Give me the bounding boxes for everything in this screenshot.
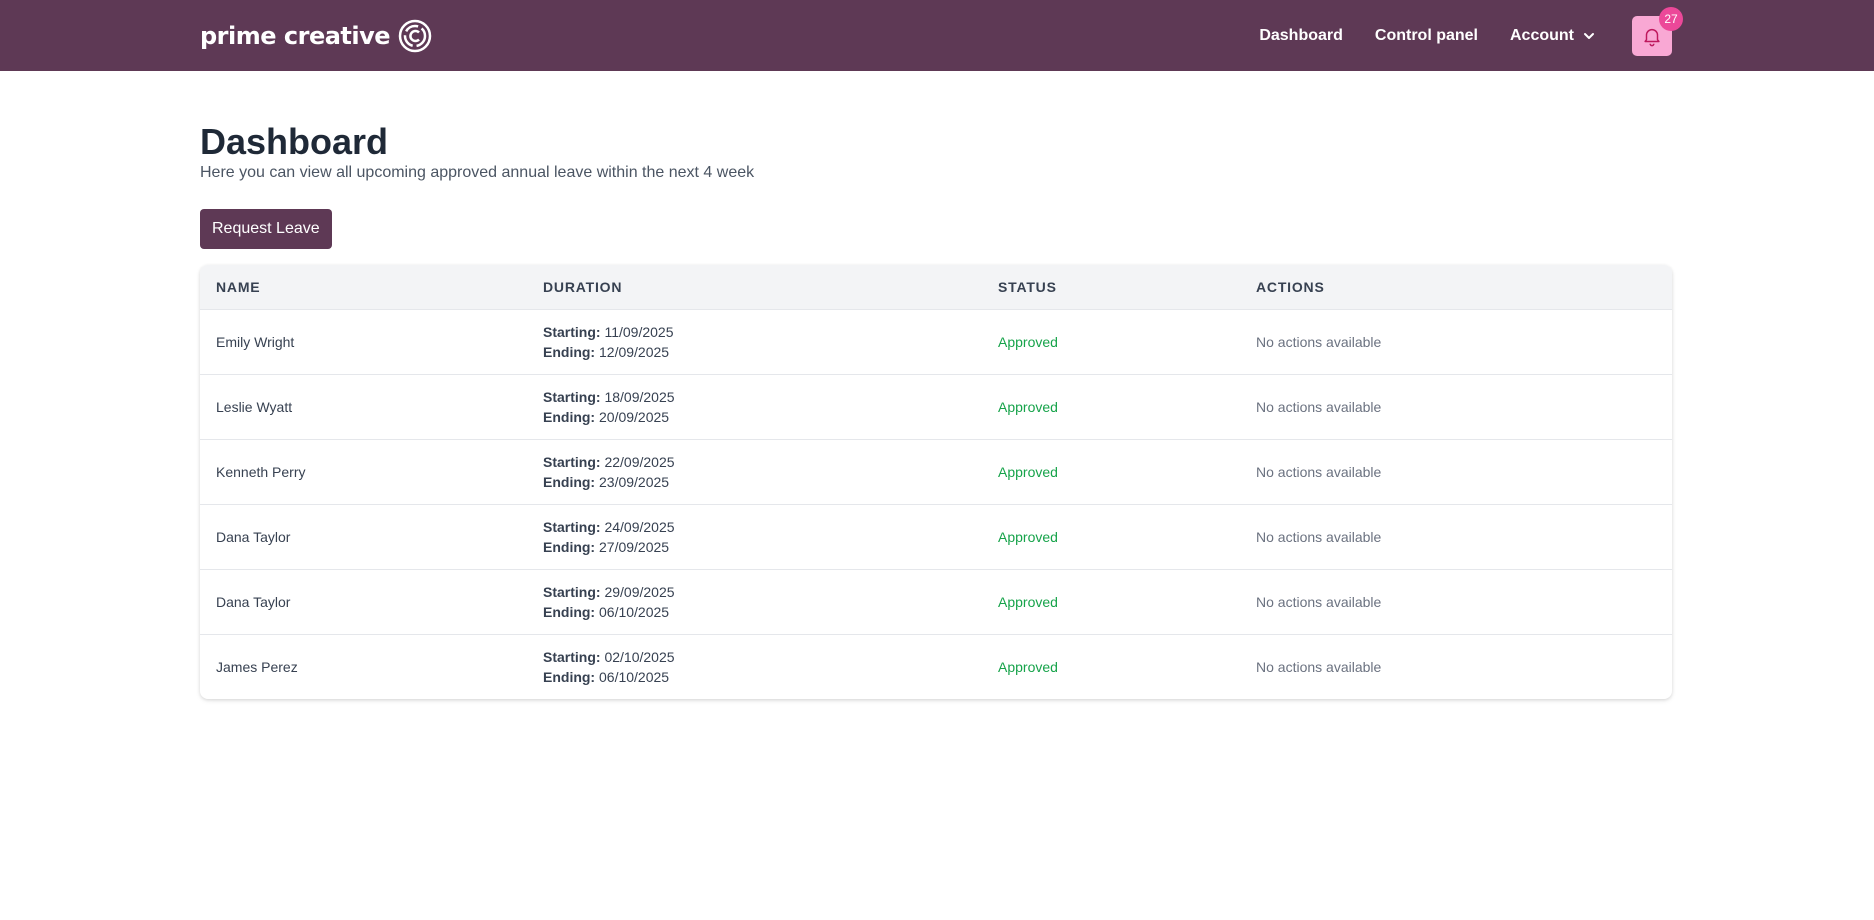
end-date: 23/09/2025 <box>599 473 670 490</box>
end-date: 27/09/2025 <box>599 538 670 555</box>
duration-end: Ending: 06/10/2025 <box>543 602 982 622</box>
status-badge: Approved <box>998 463 1058 480</box>
actions-text: No actions available <box>1256 658 1382 675</box>
starting-label: Starting: <box>543 583 601 600</box>
duration-start: Starting: 18/09/2025 <box>543 387 982 407</box>
leave-name: Dana Taylor <box>216 593 291 610</box>
notifications-button[interactable]: 27 <box>1632 6 1683 56</box>
main-content: Dashboard Here you can view all upcoming… <box>200 71 1672 699</box>
header-name: NAME <box>216 278 261 295</box>
duration-end: Ending: 20/09/2025 <box>543 407 982 427</box>
end-date: 12/09/2025 <box>599 343 670 360</box>
page-subtitle: Here you can view all upcoming approved … <box>200 164 755 181</box>
brand-link[interactable]: prime creative <box>200 19 432 53</box>
table-row: Emily Wright Starting: 11/09/2025 Ending: … <box>200 309 1672 374</box>
nav-links: Dashboard Control panel Account 27 <box>1227 6 1683 56</box>
leave-name: Leslie Wyatt <box>216 398 293 415</box>
leave-duration: Starting: 29/09/2025 Ending: 06/10/2025 <box>527 569 982 634</box>
top-navbar: prime creative Dashboard Control panel A… <box>0 0 1874 71</box>
brand-logo-icon <box>398 19 432 52</box>
duration-start: Starting: 24/09/2025 <box>543 517 982 537</box>
nav-account-label: Account <box>1510 26 1574 44</box>
starting-label: Starting: <box>543 648 601 665</box>
header-actions: ACTIONS <box>1256 278 1325 295</box>
starting-label: Starting: <box>543 453 601 470</box>
start-date: 02/10/2025 <box>604 648 675 665</box>
start-date: 18/09/2025 <box>604 388 675 405</box>
start-date: 29/09/2025 <box>604 583 675 600</box>
duration-start: Starting: 11/09/2025 <box>543 322 982 342</box>
table-header: NAME DURATION STATUS ACTIONS <box>200 265 1672 309</box>
end-date: 20/09/2025 <box>599 408 670 425</box>
leave-table: NAME DURATION STATUS ACTIONS Emily Wrigh… <box>200 265 1672 699</box>
table-row: Leslie Wyatt Starting: 18/09/2025 Ending: … <box>200 374 1672 439</box>
header-duration: DURATION <box>543 278 623 295</box>
table-header-row: NAME DURATION STATUS ACTIONS <box>200 265 1672 309</box>
starting-label: Starting: <box>543 323 601 340</box>
table-row: Dana Taylor Starting: 24/09/2025 Ending: 2… <box>200 504 1672 569</box>
duration-start: Starting: 22/09/2025 <box>543 452 982 472</box>
duration-end: Ending: 23/09/2025 <box>543 472 982 492</box>
actions-text: No actions available <box>1256 398 1382 415</box>
leave-duration: Starting: 24/09/2025 Ending: 27/09/2025 <box>527 504 982 569</box>
start-date: 11/09/2025 <box>604 323 674 340</box>
status-badge: Approved <box>998 528 1058 545</box>
leave-table-card: NAME DURATION STATUS ACTIONS Emily Wrigh… <box>200 265 1672 699</box>
start-date: 22/09/2025 <box>604 453 675 470</box>
leave-name: Kenneth Perry <box>216 463 306 480</box>
nav-account-dropdown[interactable]: Account <box>1510 27 1596 45</box>
ending-label: Ending: <box>543 473 596 490</box>
nav-link-control-panel[interactable]: Control panel <box>1374 26 1478 44</box>
status-badge: Approved <box>998 398 1058 415</box>
leave-duration: Starting: 02/10/2025 Ending: 06/10/2025 <box>527 634 982 699</box>
ending-label: Ending: <box>543 603 596 620</box>
end-date: 06/10/2025 <box>599 668 670 685</box>
ending-label: Ending: <box>543 668 596 685</box>
table-row: James Perez Starting: 02/10/2025 Ending: 0… <box>200 634 1672 699</box>
leave-name: Dana Taylor <box>216 528 291 545</box>
brand-name: prime creative <box>200 21 391 50</box>
actions-text: No actions available <box>1256 333 1382 350</box>
request-leave-button[interactable]: Request Leave <box>200 209 332 249</box>
duration-end: Ending: 27/09/2025 <box>543 537 982 557</box>
duration-end: Ending: 12/09/2025 <box>543 342 982 362</box>
status-badge: Approved <box>998 333 1058 350</box>
leave-duration: Starting: 22/09/2025 Ending: 23/09/2025 <box>527 439 982 504</box>
actions-text: No actions available <box>1256 528 1382 545</box>
status-badge: Approved <box>998 593 1058 610</box>
table-row: Kenneth Perry Starting: 22/09/2025 Ending:… <box>200 439 1672 504</box>
header-status: STATUS <box>998 278 1057 295</box>
start-date: 24/09/2025 <box>604 518 675 535</box>
duration-end: Ending: 06/10/2025 <box>543 667 982 687</box>
notification-count-badge: 27 <box>1659 6 1683 31</box>
nav-link-dashboard[interactable]: Dashboard <box>1259 26 1343 44</box>
actions-text: No actions available <box>1256 593 1382 610</box>
navbar-inner: prime creative Dashboard Control panel A… <box>200 0 1683 71</box>
table-body: Emily Wright Starting: 11/09/2025 Ending: … <box>200 309 1672 699</box>
duration-start: Starting: 02/10/2025 <box>543 647 982 667</box>
leave-name: James Perez <box>216 658 298 675</box>
end-date: 06/10/2025 <box>599 603 670 620</box>
leave-name: Emily Wright <box>216 333 295 350</box>
starting-label: Starting: <box>543 388 601 405</box>
chevron-down-icon <box>1584 32 1594 39</box>
leave-duration: Starting: 11/09/2025 Ending: 12/09/2025 <box>527 309 982 374</box>
status-badge: Approved <box>998 658 1058 675</box>
ending-label: Ending: <box>543 408 596 425</box>
ending-label: Ending: <box>543 538 596 555</box>
page-title: Dashboard <box>200 121 389 162</box>
leave-duration: Starting: 18/09/2025 Ending: 20/09/2025 <box>527 374 982 439</box>
actions-text: No actions available <box>1256 463 1382 480</box>
table-row: Dana Taylor Starting: 29/09/2025 Ending: 0… <box>200 569 1672 634</box>
starting-label: Starting: <box>543 518 601 535</box>
ending-label: Ending: <box>543 343 596 360</box>
duration-start: Starting: 29/09/2025 <box>543 582 982 602</box>
bell-icon <box>1644 28 1660 46</box>
